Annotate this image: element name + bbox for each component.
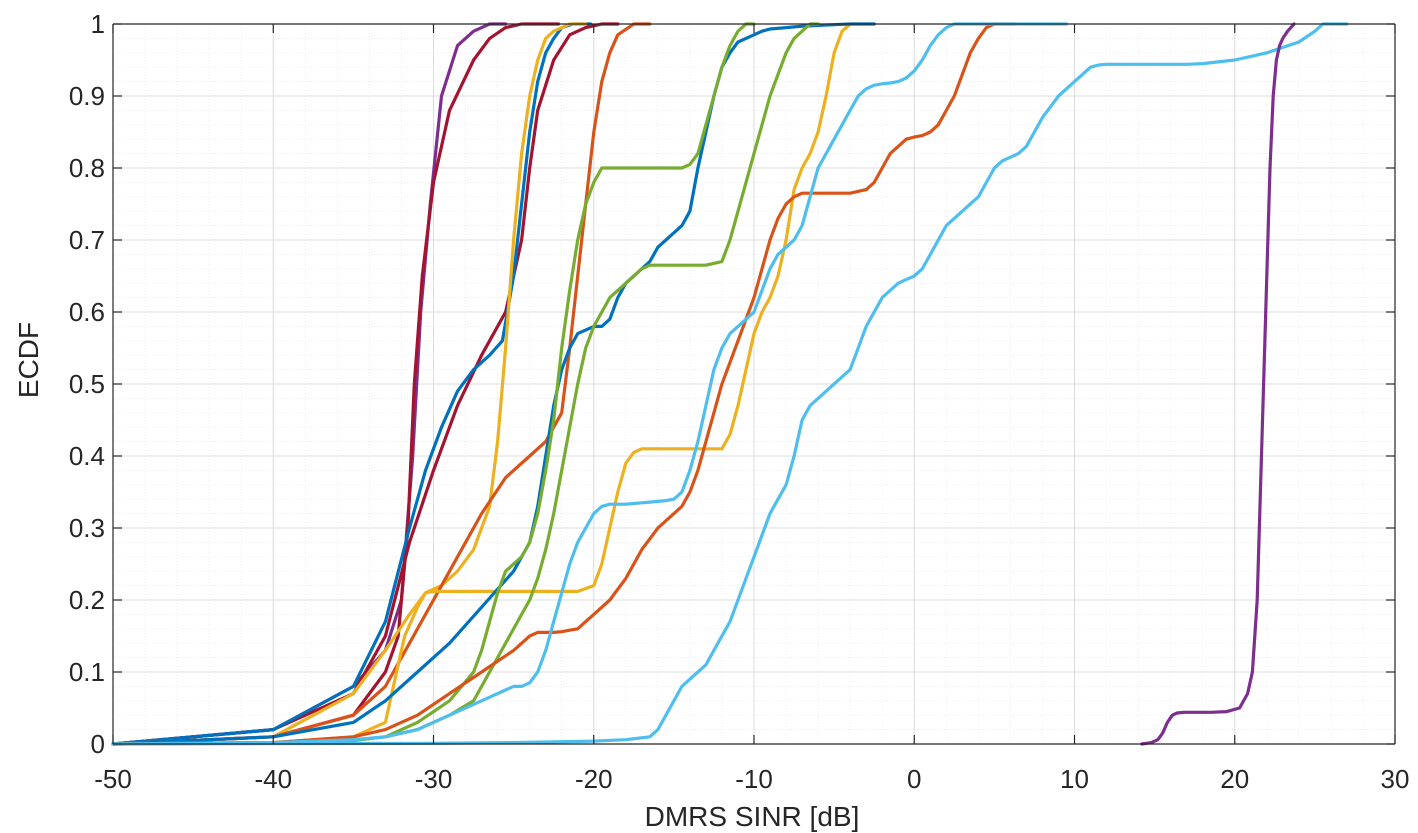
y-tick-label: 0.8 <box>69 153 105 183</box>
y-tick-label: 0.6 <box>69 297 105 327</box>
x-tick-label: -10 <box>735 764 773 794</box>
x-tick-label: -50 <box>94 764 132 794</box>
x-tick-label: 20 <box>1220 764 1249 794</box>
series-layer <box>111 22 1349 746</box>
x-axis-label: DMRS SINR [dB] <box>645 801 860 832</box>
x-tick-label: -20 <box>575 764 613 794</box>
tick-label-layer: -50 -40 -30 -20 -10 0 10 20 30 0 0.1 0.2 0.3 0.4 0.5 0.… <box>69 9 1410 794</box>
series-line-9 <box>111 22 876 746</box>
series-line-8 <box>720 22 860 451</box>
grid-layer <box>112 23 1396 745</box>
y-tick-label: 0 <box>91 729 105 759</box>
series-line-16 <box>1140 22 1296 746</box>
x-tick-label: 10 <box>1060 764 1089 794</box>
y-tick-label: 1 <box>91 9 105 39</box>
series-line-2 <box>111 22 561 746</box>
y-tick-label: 0.4 <box>69 441 105 471</box>
series-line-4 <box>111 22 593 746</box>
y-tick-label: 0.5 <box>69 369 105 399</box>
x-tick-label: -40 <box>254 764 292 794</box>
series-line-5 <box>111 22 588 746</box>
series-line-6 <box>111 22 652 746</box>
y-axis-label: ECDF <box>13 322 44 398</box>
y-tick-label: 0.7 <box>69 225 105 255</box>
series-line-11 <box>111 22 820 746</box>
x-tick-label: -30 <box>415 764 453 794</box>
series-line-15 <box>111 22 1349 746</box>
y-tick-label: 0.2 <box>69 585 105 615</box>
series-line-7 <box>111 447 724 746</box>
x-tick-label: 0 <box>907 764 921 794</box>
series-line-13 <box>864 22 1016 192</box>
series-line-3 <box>111 22 620 746</box>
axis-layer <box>112 23 1396 745</box>
y-tick-label: 0.3 <box>69 513 105 543</box>
y-tick-label: 0.9 <box>69 81 105 111</box>
series-line-10 <box>111 22 756 746</box>
y-tick-label: 0.1 <box>69 657 105 687</box>
series-line-12 <box>111 188 868 746</box>
x-tick-label: 30 <box>1381 764 1410 794</box>
